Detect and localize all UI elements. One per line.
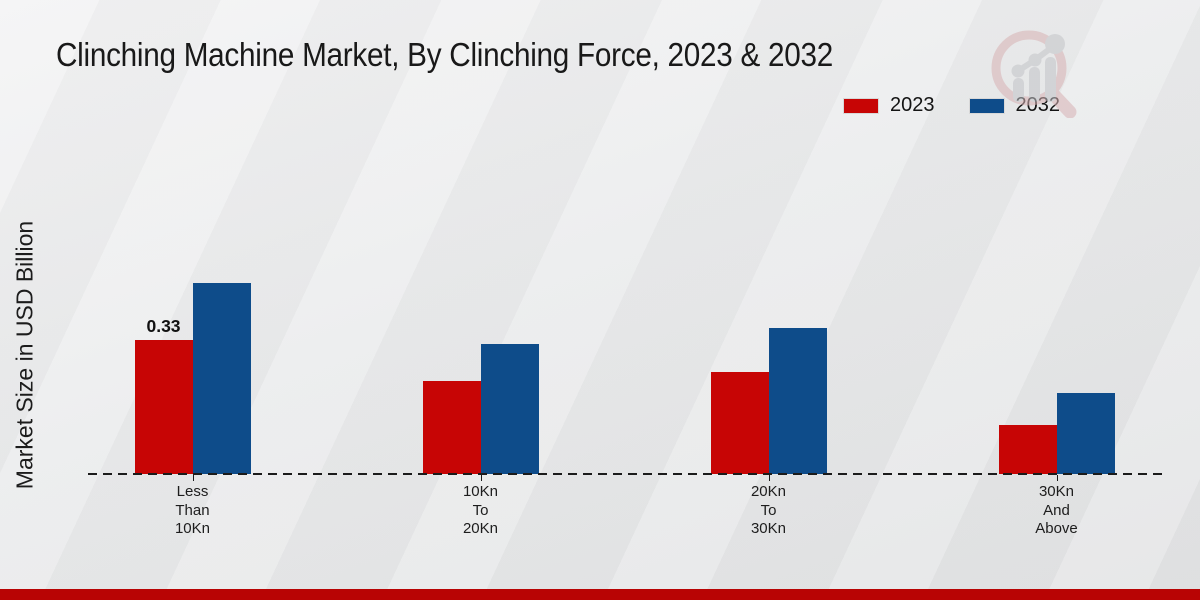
bar-2023-less-than-10kn [134, 340, 193, 474]
bar-2023-10kn-to-20kn [422, 381, 481, 474]
x-axis-label-line: Above [1035, 520, 1078, 537]
x-axis-tick [1056, 475, 1058, 481]
legend-swatch-2023 [843, 97, 879, 114]
bar-value-label: 0.33 [146, 316, 181, 336]
legend-label-2023: 2023 [890, 94, 935, 116]
x-axis-label-line: 30Kn [1038, 483, 1075, 500]
x-axis-label-line: Less [176, 483, 209, 500]
bar-2032-20kn-to-30kn [768, 328, 827, 474]
x-axis-label-line: 10Kn [462, 483, 499, 500]
magnifier-bar-chart-watermark-icon [991, 30, 1077, 118]
bar-2032-30kn-and-above [1056, 393, 1115, 474]
x-axis-tick [192, 475, 194, 481]
x-axis-label-line: To [760, 501, 777, 519]
x-axis-label-less-than-10kn: Less Than 10Kn [123, 483, 263, 539]
x-axis-baseline [88, 473, 1166, 475]
x-axis-label-line: To [472, 501, 489, 519]
x-axis-label-line: 20Kn [462, 520, 499, 537]
x-axis-label-line: 10Kn [174, 520, 211, 537]
x-axis-label-line: 30Kn [750, 520, 787, 537]
x-axis-label-20kn-to-30kn: 20Kn To 30Kn [699, 483, 839, 539]
chart-title: Clinching Machine Market, By Clinching F… [56, 36, 834, 73]
bar-2023-20kn-to-30kn [710, 372, 769, 474]
legend-swatch-2032 [968, 97, 1005, 114]
bar-2032-10kn-to-20kn [480, 344, 539, 474]
x-axis-label-30kn-and-above: 30Kn And Above [987, 483, 1127, 539]
legend-item-2023: 2023 [843, 94, 935, 117]
x-axis-label-line: Than [175, 501, 210, 519]
bar-2023-30kn-and-above [998, 425, 1057, 474]
x-axis-tick [480, 475, 482, 481]
x-axis-label-line: 20Kn [750, 483, 787, 500]
x-axis-label-line: And [1043, 501, 1070, 519]
bar-2032-less-than-10kn [192, 283, 251, 474]
x-axis-tick [768, 475, 770, 481]
footer-accent-bar [0, 589, 1200, 600]
x-axis-label-10kn-to-20kn: 10Kn To 20Kn [411, 483, 551, 539]
